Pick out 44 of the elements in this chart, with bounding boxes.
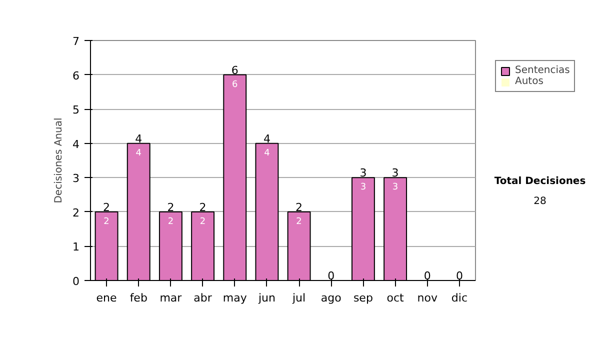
- data-label: 4: [264, 148, 270, 158]
- data-label: 2: [104, 216, 110, 227]
- x-tick-label: jun: [257, 292, 276, 304]
- x-tick-label: jul: [292, 292, 306, 304]
- data-label: 4: [136, 148, 142, 158]
- text: Total Decisiones: [494, 175, 586, 189]
- y-tick-label: 5: [72, 104, 80, 117]
- text: 28: [532, 195, 548, 210]
- y-tick-label: 7: [72, 35, 80, 48]
- data-label: 2: [296, 216, 302, 227]
- legend-label: Autos: [515, 76, 544, 87]
- total-label: 6: [231, 64, 238, 77]
- data-label: 2: [168, 216, 174, 227]
- y-tick-label: 2: [72, 206, 80, 220]
- y-tick-label: 4: [72, 138, 80, 151]
- x-tick-label: ago: [320, 292, 342, 304]
- data-label: 2: [200, 216, 206, 227]
- total-label: 3: [392, 166, 399, 180]
- total-label: 2: [199, 200, 206, 214]
- y-axis-title: Decisiones Anual: [54, 118, 64, 204]
- x-tick-label: may: [222, 292, 248, 304]
- total-label: 2: [296, 200, 303, 214]
- x-tick-label: nov: [417, 292, 438, 304]
- data-label: 3: [360, 182, 366, 193]
- total-label: 0: [328, 270, 335, 282]
- total-label: 2: [103, 200, 110, 214]
- total-label: 4: [135, 132, 142, 146]
- x-tick-label: mar: [160, 292, 182, 304]
- x-tick-label: sep: [353, 292, 373, 304]
- y-tick-label: 0: [72, 275, 80, 288]
- data-label: 6: [232, 80, 238, 90]
- x-tick-label: feb: [130, 292, 148, 304]
- total-label: 4: [263, 132, 270, 146]
- x-tick-label: dic: [451, 292, 468, 304]
- x-tick-label: ene: [96, 292, 118, 304]
- legend-label: Sentencias: [515, 65, 570, 76]
- total-label: 2: [167, 200, 174, 214]
- y-tick-label: 6: [72, 69, 80, 82]
- y-tick-label: 3: [72, 172, 80, 186]
- x-tick-label: oct: [386, 292, 405, 304]
- y-tick-label: 1: [72, 240, 80, 254]
- x-tick-label: abr: [194, 292, 212, 304]
- data-label: 3: [392, 182, 398, 193]
- total-label: 3: [360, 166, 367, 180]
